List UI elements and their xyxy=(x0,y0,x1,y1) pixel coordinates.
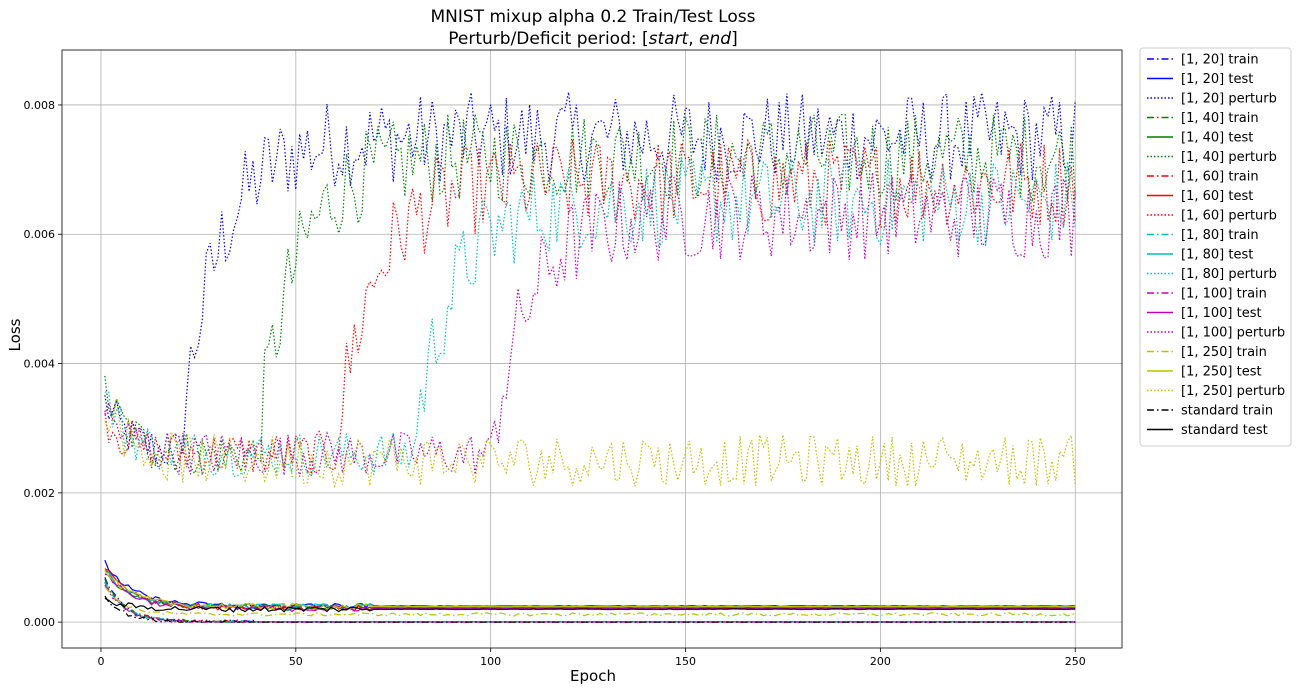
legend-label: [1, 250] perturb xyxy=(1181,384,1285,399)
legend-label: [1, 100] train xyxy=(1181,287,1267,302)
series-line xyxy=(104,581,1076,623)
legend-label: [1, 20] perturb xyxy=(1181,92,1277,107)
series-line xyxy=(104,157,1076,478)
y-tick-label: 0.002 xyxy=(24,487,56,500)
series-line xyxy=(104,584,1076,623)
legend: [1, 20] train [1, 20] test [1, 20] perturb… xyxy=(1139,47,1292,447)
legend-label: [1, 40] test xyxy=(1181,131,1253,146)
legend-label: standard train xyxy=(1181,404,1273,419)
legend-label: [1, 80] train xyxy=(1181,228,1259,243)
x-tick-label: 250 xyxy=(1065,655,1086,668)
series-line xyxy=(104,398,1076,489)
y-tick-label: 0.008 xyxy=(24,99,56,112)
legend-label: [1, 100] perturb xyxy=(1181,326,1285,341)
y-tick-label: 0.006 xyxy=(24,228,56,241)
legend-label: [1, 250] train xyxy=(1181,345,1267,360)
chart-title: MNIST mixup alpha 0.2 Train/Test Loss xyxy=(431,7,756,27)
legend-label: [1, 80] test xyxy=(1181,248,1253,263)
x-tick-label: 0 xyxy=(97,655,104,668)
legend-label: standard test xyxy=(1181,423,1268,438)
series-line xyxy=(104,114,1076,475)
x-tick-label: 50 xyxy=(289,655,303,668)
series-layer xyxy=(104,92,1076,623)
legend-label: [1, 250] test xyxy=(1181,365,1262,380)
legend-label: [1, 20] test xyxy=(1181,72,1253,87)
series-line xyxy=(104,586,1076,617)
series-line xyxy=(104,559,1076,610)
series-line xyxy=(104,138,1076,476)
series-line xyxy=(104,595,1076,623)
legend-label: [1, 60] perturb xyxy=(1181,209,1277,224)
series-line xyxy=(104,582,1076,623)
x-axis-ticks: 0 50 100 150 200 250 xyxy=(97,648,1086,668)
series-line xyxy=(104,577,1076,623)
x-tick-label: 150 xyxy=(675,655,696,668)
x-tick-label: 200 xyxy=(870,655,891,668)
legend-label: [1, 40] train xyxy=(1181,111,1259,126)
y-axis-ticks: 0.000 0.002 0.004 0.006 0.008 xyxy=(24,99,62,629)
legend-box xyxy=(1139,47,1292,447)
legend-label: [1, 20] train xyxy=(1181,53,1259,68)
legend-label: [1, 40] perturb xyxy=(1181,150,1277,165)
series-line xyxy=(104,172,1076,477)
series-line xyxy=(104,597,1076,613)
plot-frame xyxy=(61,49,1123,649)
y-tick-label: 0.004 xyxy=(24,358,56,371)
chart-subtitle: Perturb/Deficit period: [start, end] xyxy=(448,29,737,49)
y-axis-label: Loss xyxy=(6,318,24,351)
x-tick-label: 100 xyxy=(480,655,501,668)
series-line xyxy=(104,578,1076,623)
legend-label: [1, 100] test xyxy=(1181,306,1262,321)
legend-label: [1, 60] test xyxy=(1181,189,1253,204)
y-tick-label: 0.000 xyxy=(24,616,56,629)
legend-label: [1, 60] train xyxy=(1181,170,1259,185)
x-axis-label: Epoch xyxy=(570,667,616,685)
legend-label: [1, 80] perturb xyxy=(1181,267,1277,282)
series-line xyxy=(104,569,1076,610)
series-line xyxy=(104,92,1076,465)
